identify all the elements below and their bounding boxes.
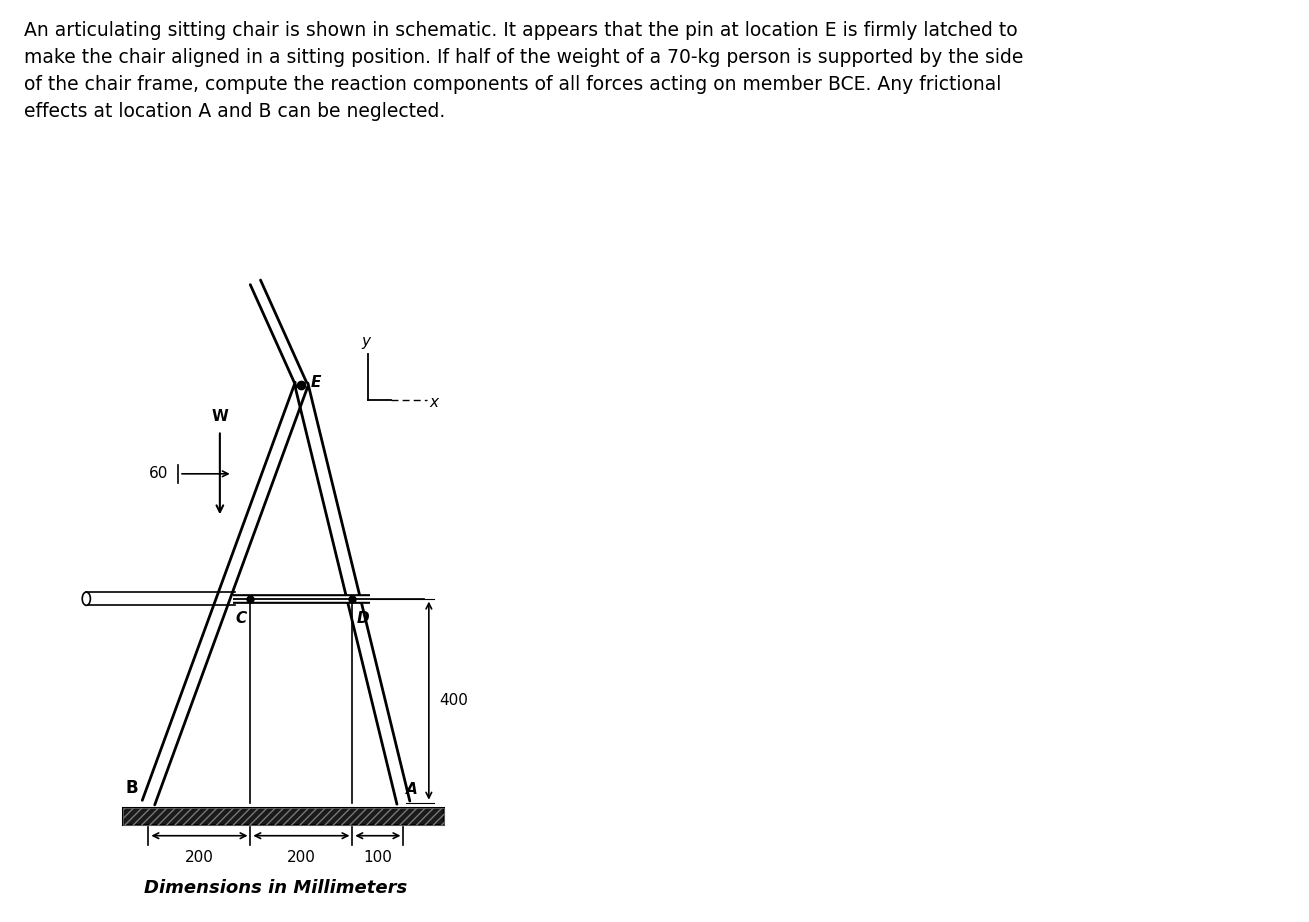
Text: 100: 100	[364, 850, 393, 865]
Text: Dimensions in Millimeters: Dimensions in Millimeters	[144, 879, 407, 897]
Text: C: C	[236, 611, 247, 626]
Ellipse shape	[82, 592, 90, 606]
Text: W: W	[212, 409, 228, 424]
Text: E: E	[310, 374, 321, 390]
Text: B: B	[126, 779, 139, 798]
Text: D: D	[356, 611, 369, 626]
Text: 200: 200	[287, 850, 315, 865]
Text: 60: 60	[149, 467, 169, 481]
Text: 400: 400	[439, 693, 467, 708]
Bar	[123, 809, 444, 824]
Text: 200: 200	[185, 850, 213, 865]
Text: y: y	[361, 334, 370, 349]
Text: x: x	[429, 395, 439, 410]
Text: An articulating sitting chair is shown in schematic. It appears that the pin at : An articulating sitting chair is shown i…	[24, 20, 1022, 122]
Text: A: A	[406, 783, 418, 798]
Bar	[123, 809, 444, 824]
